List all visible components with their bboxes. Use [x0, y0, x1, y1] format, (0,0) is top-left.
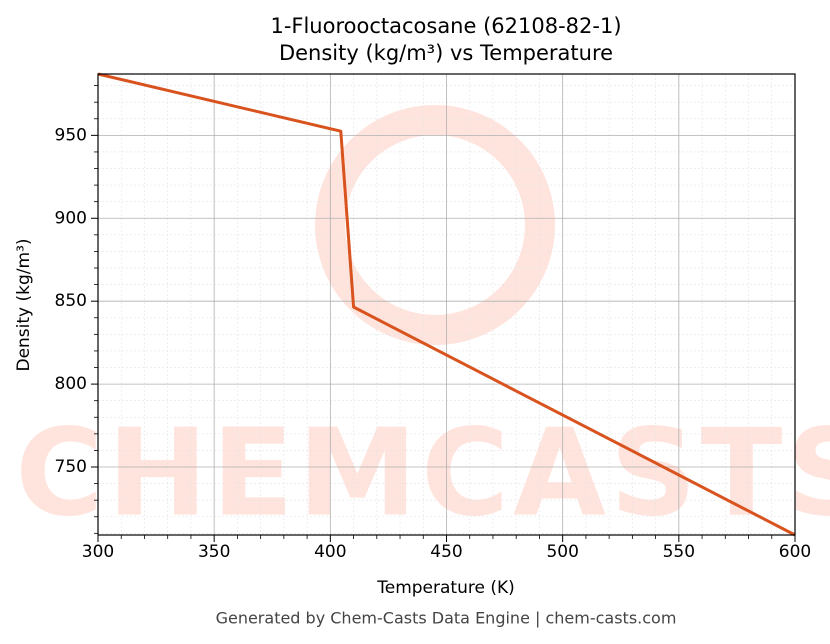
- y-tick-label: 750: [55, 457, 87, 477]
- watermark: CHEMCASTS: [15, 405, 830, 544]
- y-axis-label: Density (kg/m³): [14, 238, 34, 371]
- footer: Generated by Chem-Casts Data Engine | ch…: [216, 609, 677, 628]
- chart-title: 1-Fluorooctacosane (62108-82-1): [270, 14, 621, 38]
- y-tick-label: 900: [55, 208, 87, 228]
- y-tick-label: 950: [55, 125, 87, 145]
- chart-subtitle: Density (kg/m³) vs Temperature: [279, 41, 613, 65]
- plot-frame: [97, 73, 796, 536]
- x-axis-label: Temperature (K): [376, 578, 515, 598]
- x-tick-label: 550: [663, 542, 695, 562]
- x-tick-label: 400: [314, 542, 346, 562]
- y-tick-label: 800: [55, 374, 87, 394]
- x-tick-label: 300: [82, 542, 114, 562]
- x-tick-label: 500: [546, 542, 578, 562]
- x-tick-label: 600: [779, 542, 811, 562]
- x-tick-label: 350: [198, 542, 230, 562]
- y-tick-label: 850: [55, 291, 87, 311]
- data-line: [97, 72, 796, 537]
- watermark-logo: [315, 105, 555, 345]
- x-tick-label: 450: [430, 542, 462, 562]
